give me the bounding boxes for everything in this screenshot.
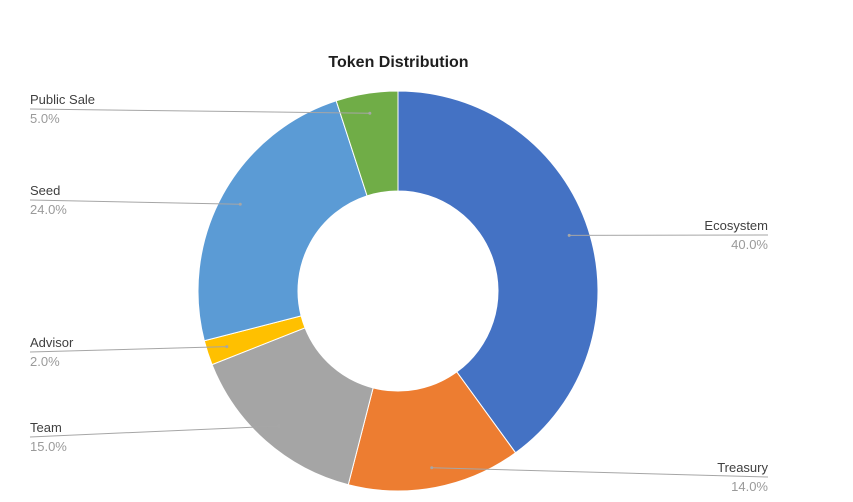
value-ecosystem: 40.0% xyxy=(731,237,768,252)
leader-line-seed xyxy=(29,199,241,205)
value-advisor: 2.0% xyxy=(30,354,60,369)
leader-dot-treasury xyxy=(430,466,434,470)
leader-dot-public-sale xyxy=(368,111,372,115)
value-team: 15.0% xyxy=(30,439,67,454)
value-seed: 24.0% xyxy=(30,202,67,217)
chart-title: Token Distribution xyxy=(328,54,469,71)
label-seed: Seed xyxy=(30,183,60,198)
leader-line-advisor xyxy=(29,346,227,353)
leader-dot-advisor xyxy=(225,345,229,349)
leader-line-team xyxy=(29,425,279,438)
leader-dot-team xyxy=(277,424,281,428)
label-ecosystem: Ecosystem xyxy=(704,218,768,233)
label-public-sale: Public Sale xyxy=(30,92,95,107)
slice-seed xyxy=(197,100,368,342)
slice-ecosystem xyxy=(397,90,599,454)
leader-dot-seed xyxy=(238,202,242,206)
value-public-sale: 5.0% xyxy=(30,111,60,126)
label-team: Team xyxy=(30,420,62,435)
leader-dot-ecosystem xyxy=(567,233,571,237)
label-advisor: Advisor xyxy=(30,335,74,350)
label-treasury: Treasury xyxy=(717,460,768,475)
leader-line-public-sale xyxy=(29,108,370,114)
value-treasury: 14.0% xyxy=(731,479,768,494)
slice-public-sale xyxy=(335,90,399,197)
leader-line-treasury xyxy=(431,467,769,478)
